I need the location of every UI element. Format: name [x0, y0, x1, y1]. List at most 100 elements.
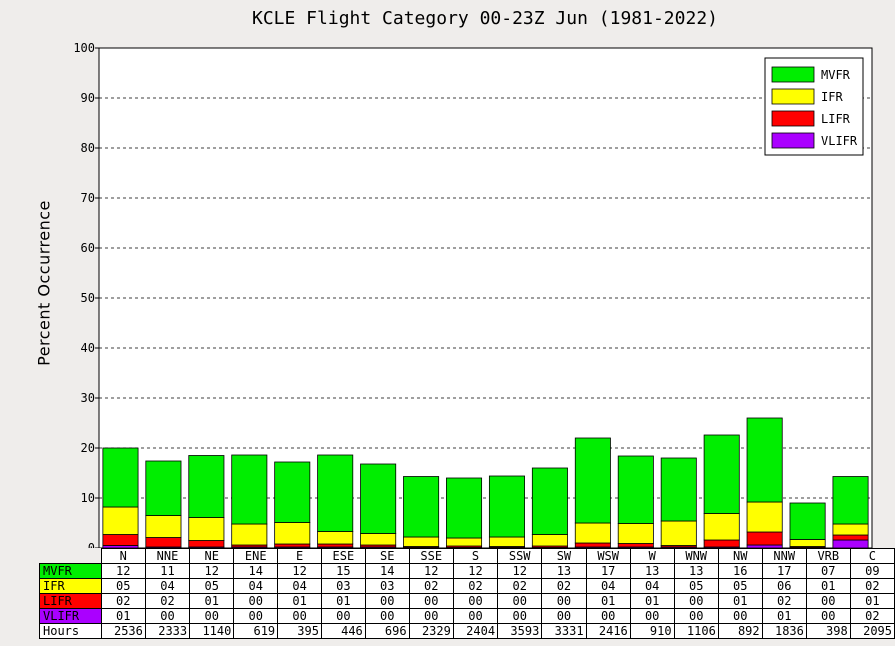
- x-tick-label: N: [100, 548, 146, 564]
- table-cell: 00: [805, 593, 851, 609]
- table-cell: 02: [408, 578, 454, 594]
- table-cell: 00: [233, 593, 279, 609]
- bar-segment-mvfr: [660, 457, 697, 522]
- table-cell: 15: [320, 563, 366, 579]
- table-cell: 12: [497, 563, 543, 579]
- bar-segment-mvfr: [360, 463, 397, 534]
- table-cell: 02: [761, 593, 807, 609]
- bar-segment-ifr: [446, 537, 483, 547]
- bar-segment-mvfr: [488, 475, 525, 538]
- x-tick-label: W: [629, 548, 675, 564]
- x-tick-label: ESE: [320, 548, 366, 564]
- x-tick-label: SSE: [408, 548, 454, 564]
- bar-segment-lifr: [274, 543, 311, 548]
- bar-segment-vlifr: [832, 539, 869, 548]
- bar-segment-ifr: [317, 531, 354, 545]
- table-cell: 12: [452, 563, 499, 579]
- table-row: MVFR 12 11 12 14 12 15 14 12 12 12 13 17 13 13 16 17 07 09: [39, 563, 895, 579]
- x-tick-label: SW: [541, 548, 587, 564]
- table-corner: [40, 549, 102, 564]
- x-tick-label: SE: [364, 548, 410, 564]
- table-cell: 00: [541, 593, 587, 609]
- table-cell: 16: [717, 563, 763, 579]
- table-cell: 00: [408, 593, 454, 609]
- table-cell: 17: [585, 563, 631, 579]
- table-cell: 13: [629, 563, 675, 579]
- bar-segment-ifr: [274, 522, 311, 545]
- table-cell: 00: [585, 608, 631, 624]
- table-cell: 01: [717, 593, 763, 609]
- table-cell: 395: [277, 623, 322, 639]
- table-row: IFR 05 04 05 04 04 03 03 02 02 02 02 04 04 05 05 06 01 02: [39, 578, 895, 594]
- x-tick-label: NW: [717, 548, 763, 564]
- table-cell: 02: [541, 578, 587, 594]
- x-tick-label: WNW: [673, 548, 719, 564]
- y-tick-label: 20: [81, 441, 95, 455]
- table-cell: 05: [189, 578, 235, 594]
- bar-segment-lifr: [617, 543, 654, 548]
- bar-segment-ifr: [102, 506, 139, 535]
- table-cell: 1140: [189, 623, 235, 639]
- x-tick-label: S: [452, 548, 499, 564]
- bar-segment-mvfr: [403, 476, 440, 538]
- table-cell: 910: [629, 623, 675, 639]
- bar-segment-lifr: [574, 542, 611, 548]
- stacked-bar-chart: 0 10 20 30 40 50 60 70 80 90 100 MVFR IFR LIFR VLIFR: [73, 41, 873, 548]
- bar-segment-mvfr: [703, 434, 740, 514]
- bar-segment-mvfr: [102, 447, 139, 508]
- table-cell: 00: [805, 608, 851, 624]
- bar-segment-ifr: [188, 517, 225, 541]
- table-cell: 00: [629, 608, 675, 624]
- table-cell: 12: [189, 563, 235, 579]
- bar-segment-ifr: [231, 523, 268, 546]
- table-cell: 01: [761, 608, 807, 624]
- bar-segment-mvfr: [145, 460, 182, 516]
- bar-segment-lifr: [102, 534, 139, 546]
- table-cell: 696: [364, 623, 410, 639]
- table-cell: 02: [144, 593, 191, 609]
- table-cell: 00: [320, 608, 366, 624]
- chart-title: KCLE Flight Category 00-23Z Jun (1981-20…: [252, 8, 718, 29]
- table-row-label: MVFR: [39, 563, 102, 579]
- table-cell: 00: [717, 608, 763, 624]
- bar-segment-ifr: [574, 522, 611, 544]
- table-cell: 12: [100, 563, 146, 579]
- legend-label-lifr: LIFR: [821, 112, 851, 126]
- table-cell: 2416: [585, 623, 631, 639]
- table-cell: 05: [717, 578, 763, 594]
- table-row-label: LIFR: [39, 593, 102, 609]
- bars: [102, 417, 869, 548]
- x-tick-label: SSW: [497, 548, 543, 564]
- table-cell: 02: [100, 593, 146, 609]
- y-tick-label: 30: [81, 391, 95, 405]
- y-tick-label: 70: [81, 191, 95, 205]
- bar-segment-ifr: [746, 501, 783, 533]
- table-cell: 01: [320, 593, 366, 609]
- x-tick-label: VRB: [805, 548, 851, 564]
- bar-segment-mvfr: [317, 454, 354, 532]
- table-row-label: Hours: [39, 623, 102, 639]
- table-cell: 00: [673, 593, 719, 609]
- table-cell: 07: [805, 563, 851, 579]
- legend-label-mvfr: MVFR: [821, 68, 851, 82]
- x-tick-label: E: [277, 548, 322, 564]
- legend-swatch-lifr: [771, 110, 815, 127]
- y-tick-label: 40: [81, 341, 95, 355]
- bar-segment-lifr: [145, 537, 182, 548]
- x-tick-label: ENE: [233, 548, 279, 564]
- y-tick-label: 100: [73, 41, 95, 55]
- bar-segment-ifr: [403, 536, 440, 547]
- bar-segment-mvfr: [617, 455, 654, 524]
- legend-swatch-ifr: [771, 88, 815, 105]
- bar-segment-mvfr: [274, 461, 311, 523]
- bar-segment-mvfr: [789, 502, 826, 540]
- table-header-row: N NNE NE ENE E ESE SE SSE S SSW SW WSW W WNW NW NNW VRB C: [40, 548, 895, 564]
- table-cell: 01: [805, 578, 851, 594]
- table-cell: 398: [805, 623, 851, 639]
- table-cell: 00: [452, 593, 499, 609]
- table-cell: 03: [364, 578, 410, 594]
- table-cell: 02: [452, 578, 499, 594]
- bar-segment-mvfr: [446, 477, 483, 539]
- table-cell: 00: [277, 608, 322, 624]
- table-cell: 3593: [497, 623, 543, 639]
